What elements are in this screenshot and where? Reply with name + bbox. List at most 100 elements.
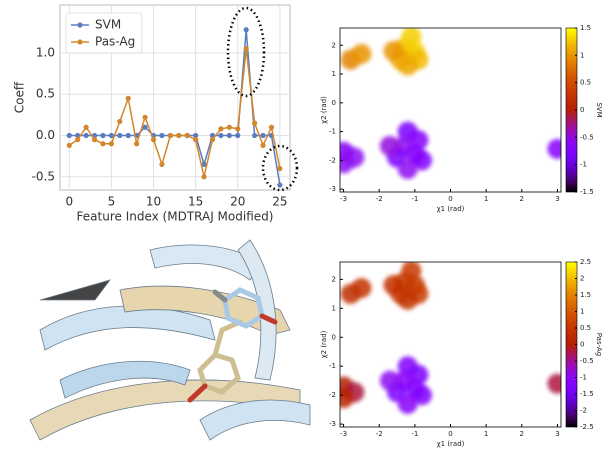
highlight-ellipse <box>226 6 266 98</box>
point <box>142 114 148 120</box>
point <box>243 46 249 52</box>
point-cluster <box>547 138 561 159</box>
colorbar-tick-label: -1.5 <box>580 390 594 398</box>
point-cluster <box>383 275 404 296</box>
x-tick-label: 3 <box>555 195 559 203</box>
point <box>209 137 216 143</box>
colorbar-tick-label: 0 <box>580 341 584 349</box>
legend-label: Pas-Ag <box>95 35 135 49</box>
x-tick-label: 15 <box>188 195 203 209</box>
point <box>159 132 165 139</box>
point <box>243 27 249 33</box>
point-cluster <box>379 135 400 156</box>
colorbar-tick-label: -2 <box>580 407 587 415</box>
x-tick-label: 1 <box>484 430 488 438</box>
point <box>218 126 224 132</box>
y-tick-label: 0.5 <box>36 87 55 101</box>
colorbar-tick-label: -0.5 <box>580 357 594 365</box>
point <box>167 132 173 139</box>
y-tick-label: 2 <box>332 275 336 283</box>
points <box>340 28 561 179</box>
point <box>100 132 106 139</box>
point <box>193 137 199 143</box>
x-tick-label: 0 <box>448 195 452 203</box>
point <box>142 124 148 130</box>
legend-label: SVM <box>95 18 121 32</box>
x-tick-label: 0 <box>448 430 452 438</box>
point <box>159 161 165 167</box>
y-tick-label: 0.0 <box>36 128 55 142</box>
point-cluster <box>397 55 418 76</box>
point-cluster <box>397 393 418 414</box>
point <box>66 142 72 149</box>
point <box>260 132 266 139</box>
colorbar-tick-label: 1 <box>580 308 584 316</box>
x-tick-label: 25 <box>272 195 287 209</box>
point <box>125 95 131 101</box>
x-tick-label: -1 <box>411 195 418 203</box>
x-tick-label: 3 <box>555 430 559 438</box>
y-tick-label: 1.0 <box>36 45 55 59</box>
colorbar-tick-label: 1 <box>580 51 584 59</box>
points <box>340 262 561 414</box>
point <box>66 132 72 139</box>
y-tick-label: 1 <box>332 70 336 78</box>
colorbar-tick-label: 0.5 <box>580 324 591 332</box>
y-tick-label: 0 <box>332 99 336 107</box>
y-tick-label: -2 <box>329 156 336 164</box>
point-cluster <box>383 41 404 62</box>
y-axis-label: χ2 (rad) <box>320 96 328 124</box>
point-cluster <box>397 289 418 310</box>
point <box>125 132 131 139</box>
point-cluster <box>379 370 400 391</box>
point <box>108 141 114 147</box>
y-tick-label: -3 <box>329 420 336 428</box>
y-tick-label: 2 <box>332 41 336 49</box>
scatter-chart: -3 -2 -1 0 1 2 3 -3 -2 -1 0 1 2 χ1 (rad) χ2 (rad) -2.5 -… <box>320 258 603 448</box>
x-tick-label: 10 <box>146 195 161 209</box>
point <box>117 132 123 139</box>
x-tick-label: -2 <box>376 430 383 438</box>
point <box>226 124 232 130</box>
point <box>252 120 258 126</box>
point <box>277 165 283 172</box>
y-tick-label: 0 <box>332 333 336 341</box>
colorbar-label: Pas-Ag <box>595 333 603 356</box>
point <box>201 174 207 180</box>
point <box>83 132 89 139</box>
point <box>83 124 89 130</box>
colorbar-tick-label: 2.5 <box>580 258 591 266</box>
ligand-sticks <box>187 287 278 403</box>
point <box>252 132 258 139</box>
point <box>226 132 232 139</box>
x-tick-label: 20 <box>230 195 245 209</box>
point <box>75 137 81 143</box>
colorbar-tick-label: -1.5 <box>580 188 594 196</box>
x-tick-label: -3 <box>340 430 347 438</box>
point <box>260 142 266 149</box>
point-cluster <box>401 262 422 281</box>
y-axis-label: χ2 (rad) <box>320 330 328 358</box>
legend: SVM Pas-Ag <box>65 12 143 54</box>
point <box>184 132 190 139</box>
point <box>150 137 157 143</box>
x-tick-label: -3 <box>340 195 347 203</box>
point <box>100 141 106 147</box>
x-axis-label: χ1 (rad) <box>437 440 465 448</box>
colorbar-tick-label: 1.5 <box>580 291 591 299</box>
point <box>134 141 140 147</box>
point-cluster <box>351 43 372 64</box>
point-cluster <box>340 153 354 174</box>
y-tick-label: -0.5 <box>32 169 55 183</box>
point <box>235 126 241 132</box>
legend-swatch <box>77 22 83 28</box>
point-cluster <box>401 28 422 47</box>
colorbar-tick-label: -1 <box>580 161 587 169</box>
point <box>117 118 123 125</box>
plot-area <box>340 28 561 192</box>
x-tick-label: -2 <box>376 195 383 203</box>
colorbar-tick-label: -1 <box>580 374 587 382</box>
